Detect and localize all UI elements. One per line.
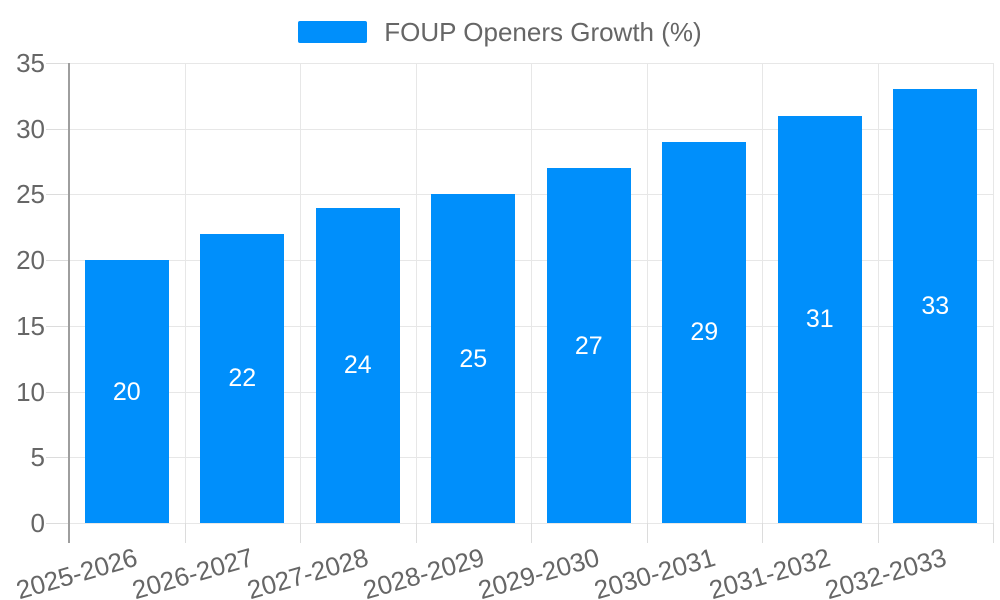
y-tick-label: 20: [16, 245, 45, 276]
bar[interactable]: 24: [315, 207, 400, 523]
x-tick-mark: [300, 523, 301, 543]
x-gridline: [877, 63, 879, 523]
legend-swatch: [298, 21, 368, 43]
y-tick-label: 25: [16, 179, 45, 210]
x-gridline: [184, 63, 186, 523]
y-tick-mark: [46, 325, 69, 327]
x-tick-label: 2025-2026: [13, 542, 142, 600]
y-tick-label: 10: [16, 376, 45, 407]
x-tick-label: 2031-2032: [706, 542, 835, 600]
legend-label: FOUP Openers Growth (%): [384, 17, 702, 47]
bar-value-label: 24: [343, 351, 372, 380]
bar-value-label: 29: [690, 318, 719, 347]
x-gridline: [646, 63, 648, 523]
x-tick-label: 2028-2029: [359, 542, 488, 600]
x-tick-mark: [646, 523, 648, 543]
bar-value-label: 22: [228, 364, 257, 393]
bar[interactable]: 20: [84, 260, 169, 523]
bar-value-label: 27: [574, 331, 603, 360]
x-tick-label: 2027-2028: [244, 542, 373, 600]
bar[interactable]: 31: [777, 115, 862, 523]
x-gridline: [762, 63, 763, 523]
x-tick-mark: [993, 523, 994, 543]
bar[interactable]: 33: [893, 89, 978, 523]
x-tick-label: 2026-2027: [128, 542, 257, 600]
x-tick-label: 2029-2030: [475, 542, 604, 600]
y-tick-mark: [46, 523, 69, 524]
x-tick-mark: [531, 523, 532, 543]
x-gridline: [531, 63, 532, 523]
y-tick-mark: [46, 194, 69, 196]
legend[interactable]: FOUP Openers Growth (%): [0, 18, 1000, 46]
y-tick-mark: [46, 391, 69, 393]
x-gridline: [300, 63, 301, 523]
bar-value-label: 20: [112, 377, 141, 406]
bar-value-label: 25: [459, 344, 488, 373]
y-axis-line: [68, 63, 70, 543]
x-tick-mark: [877, 523, 879, 543]
bar[interactable]: 29: [662, 141, 747, 523]
x-tick-label: 2030-2031: [590, 542, 719, 600]
bar[interactable]: 22: [200, 233, 285, 523]
y-tick-mark: [46, 128, 69, 130]
x-tick-mark: [184, 523, 186, 543]
bar[interactable]: 27: [546, 168, 631, 523]
y-tick-label: 15: [16, 310, 45, 341]
bar-value-label: 33: [921, 292, 950, 321]
bar-value-label: 31: [805, 305, 834, 334]
y-tick-mark: [46, 260, 69, 262]
y-tick-label: 5: [30, 442, 45, 473]
x-tick-label: 2032-2033: [821, 542, 950, 600]
x-tick-mark: [762, 523, 763, 543]
x-tick-mark: [415, 523, 417, 543]
x-gridline: [415, 63, 417, 523]
y-tick-label: 30: [16, 113, 45, 144]
bar[interactable]: 25: [431, 194, 516, 523]
x-gridline: [993, 63, 994, 523]
y-tick-label: 35: [16, 48, 45, 78]
y-tick-mark: [46, 457, 69, 459]
y-tick-mark: [46, 63, 69, 64]
y-tick-label: 0: [30, 508, 45, 538]
